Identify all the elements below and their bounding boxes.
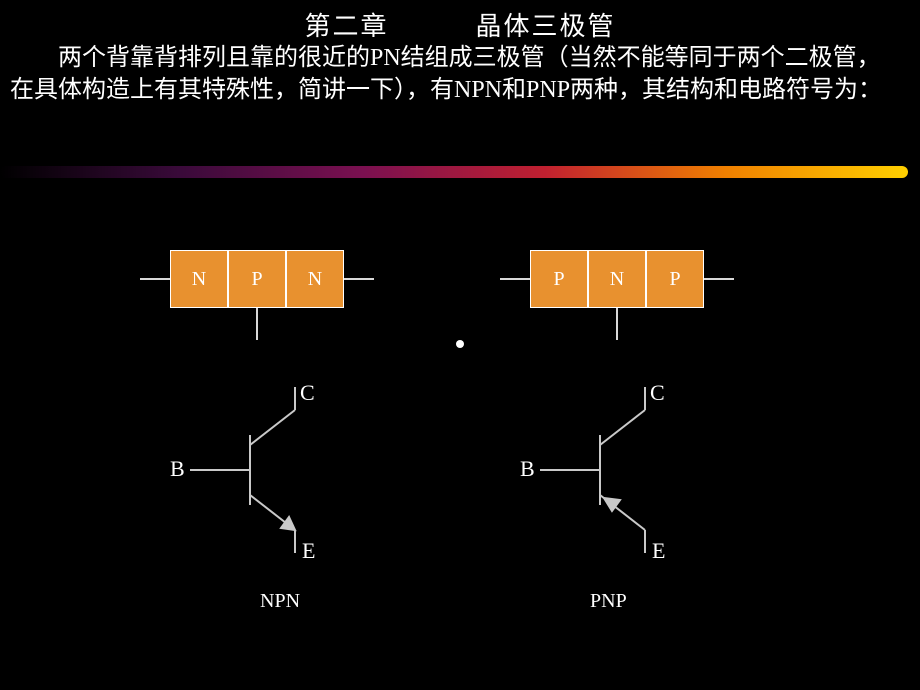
npn-caption: NPN [260,590,310,613]
title-left: 第二章 [304,12,388,41]
pnp-lead-base [616,308,618,340]
pnp-symbol: C B E [520,380,720,560]
pnp-label-e: E [652,538,665,564]
npn-seg-2: N [286,250,344,308]
chapter-title: 第二章 晶体三极管 [0,6,920,43]
title-right: 晶体三极管 [476,12,616,41]
npn-lead-left [140,278,170,280]
pnp-lead-right [704,278,734,280]
npn-seg-1: P [228,250,286,308]
pnp-seg-2: P [646,250,704,308]
pnp-label-b: B [520,456,535,482]
npn-lead-base [256,308,258,340]
pnp-lead-left [500,278,530,280]
separator-fill [0,166,908,178]
body-paragraph: 两个背靠背排列且靠的很近的PN结组成三极管（当然不能等同于两个二极管， 在具体构… [10,42,910,107]
npn-symbol: C B E [170,380,370,560]
npn-symbol-svg [170,380,370,560]
npn-label-e: E [302,538,315,564]
pnp-symbol-svg [520,380,720,560]
pnp-label-c: C [650,380,665,406]
pnp-seg-1: N [588,250,646,308]
pnp-seg-0: P [530,250,588,308]
pnp-caption: PNP [590,590,627,613]
diagram-area: N P N P N P [0,210,920,680]
slide-indicator-icon [456,340,464,348]
slide: 第二章 晶体三极管 两个背靠背排列且靠的很近的PN结组成三极管（当然不能等同于两… [0,0,920,690]
npn-lead-right [344,278,374,280]
npn-seg-0: N [170,250,228,308]
npn-label-c: C [300,380,315,406]
separator-bar [0,160,920,184]
npn-label-b: B [170,456,185,482]
